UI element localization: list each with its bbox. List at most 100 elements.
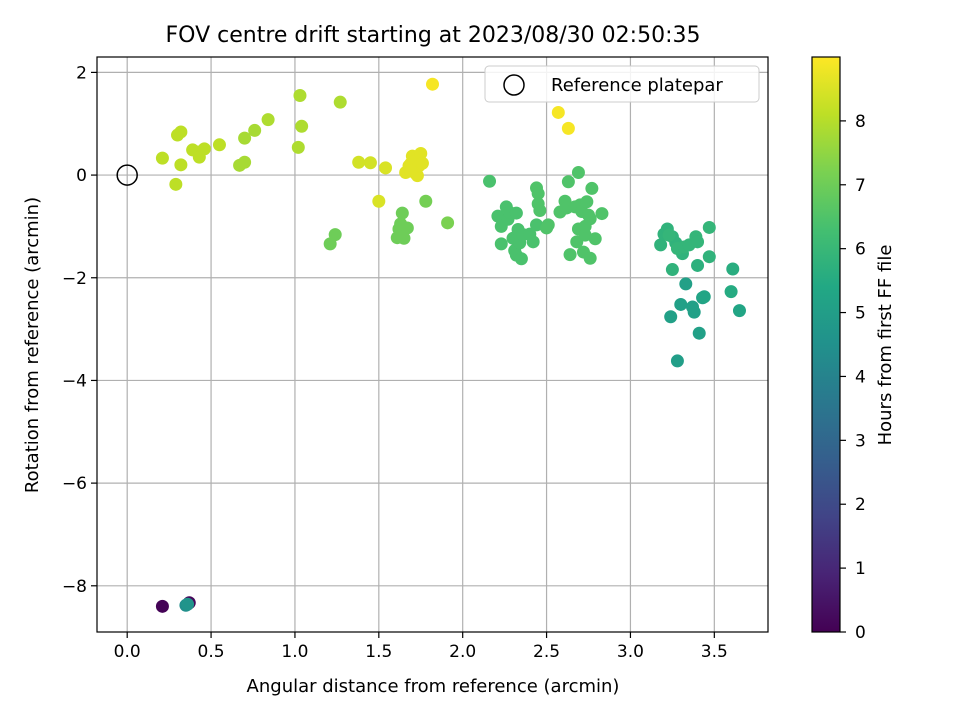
data-point (379, 161, 393, 175)
data-point (291, 140, 305, 154)
colorbar-tick-label: 7 (855, 176, 866, 196)
x-tick-label: 1.5 (365, 642, 392, 662)
data-point (295, 119, 309, 133)
data-point (702, 250, 716, 264)
data-point (670, 354, 684, 368)
colorbar-tick-label: 4 (855, 367, 866, 387)
data-point (580, 195, 594, 209)
colorbar-tick-label: 2 (855, 495, 866, 515)
data-point (674, 297, 688, 311)
data-point (530, 218, 544, 232)
data-point (441, 216, 455, 230)
data-point (212, 138, 226, 152)
x-tick-label: 3.0 (617, 642, 644, 662)
chart-title: FOV centre drift starting at 2023/08/30 … (166, 23, 701, 48)
legend-box (484, 65, 760, 103)
data-point (197, 142, 211, 156)
legend-label: Reference platepar (551, 75, 723, 96)
data-point (691, 235, 705, 249)
colorbar-gradient (811, 56, 841, 633)
data-point (551, 105, 565, 119)
data-point (352, 155, 366, 169)
y-tick-label: −2 (62, 269, 87, 289)
data-point (494, 237, 508, 251)
data-point (372, 194, 386, 208)
data-point (654, 238, 668, 252)
data-point (414, 147, 428, 161)
data-point (687, 305, 701, 319)
y-axis-ticks: 2 0 −2 −4 −6 −8 (62, 63, 97, 597)
reference-platepar-marker (116, 164, 138, 186)
data-point (415, 156, 429, 170)
data-point (238, 155, 252, 169)
x-axis-label: Angular distance from reference (arcmin) (247, 676, 620, 697)
colorbar-tick-label: 5 (855, 304, 866, 324)
data-point (174, 158, 188, 172)
data-point (419, 194, 433, 208)
data-point (174, 125, 188, 139)
legend: Reference platepar (484, 65, 760, 103)
data-point (726, 262, 740, 276)
y-tick-label: 0 (76, 166, 87, 186)
data-point (155, 151, 169, 165)
x-tick-label: 3.5 (701, 642, 728, 662)
data-point (181, 597, 195, 611)
data-point (397, 231, 411, 245)
data-point (585, 181, 599, 195)
colorbar-tick-label: 8 (855, 112, 866, 132)
x-tick-label: 0.0 (114, 642, 141, 662)
data-point (732, 304, 746, 318)
colorbar-tick-label: 6 (855, 240, 866, 260)
data-point (238, 131, 252, 145)
data-point (541, 218, 555, 232)
colorbar-ticks: 0 1 2 3 4 5 6 7 8 (840, 112, 866, 643)
colorbar: 0 1 2 3 4 5 6 7 8 Hours from first FF file (811, 56, 896, 643)
scatter-points (155, 77, 746, 613)
data-point (583, 251, 597, 265)
x-tick-label: 0.5 (198, 642, 225, 662)
data-point (483, 174, 497, 188)
data-point (333, 95, 347, 109)
data-point (248, 123, 262, 137)
x-tick-label: 2.5 (533, 642, 560, 662)
colorbar-tick-label: 3 (855, 431, 866, 451)
data-point (426, 77, 439, 91)
data-point (691, 258, 705, 272)
data-point (588, 232, 602, 246)
data-point (155, 599, 169, 613)
data-point (404, 164, 418, 178)
data-point (702, 220, 716, 234)
data-point (662, 228, 676, 242)
data-point (664, 310, 678, 324)
data-point (561, 175, 575, 189)
data-point (679, 277, 693, 291)
data-point (169, 177, 183, 191)
data-point (533, 204, 547, 218)
legend-marker-icon (503, 74, 525, 96)
y-axis-label: Rotation from reference (arcmin) (22, 197, 43, 493)
data-point (293, 89, 307, 103)
grid (97, 57, 768, 632)
x-tick-label: 1.0 (281, 642, 308, 662)
data-point (261, 113, 275, 127)
data-point (561, 121, 575, 135)
data-point (724, 285, 738, 299)
data-point (491, 209, 505, 223)
data-point (509, 206, 523, 220)
x-axis-ticks: 0.0 0.5 1.0 1.5 2.0 2.5 3.0 3.5 (114, 632, 728, 662)
y-tick-label: −8 (62, 577, 87, 597)
data-point (697, 290, 711, 304)
data-point (531, 187, 545, 201)
y-tick-label: 2 (76, 63, 87, 83)
colorbar-tick-label: 1 (855, 559, 866, 579)
data-point (514, 252, 528, 266)
colorbar-tick-label: 0 (855, 623, 866, 643)
data-point (526, 235, 540, 249)
data-point (692, 326, 706, 340)
data-point (571, 166, 585, 180)
data-point (328, 228, 342, 242)
y-tick-label: −4 (62, 371, 87, 391)
data-point (400, 221, 414, 235)
data-point (363, 156, 377, 170)
